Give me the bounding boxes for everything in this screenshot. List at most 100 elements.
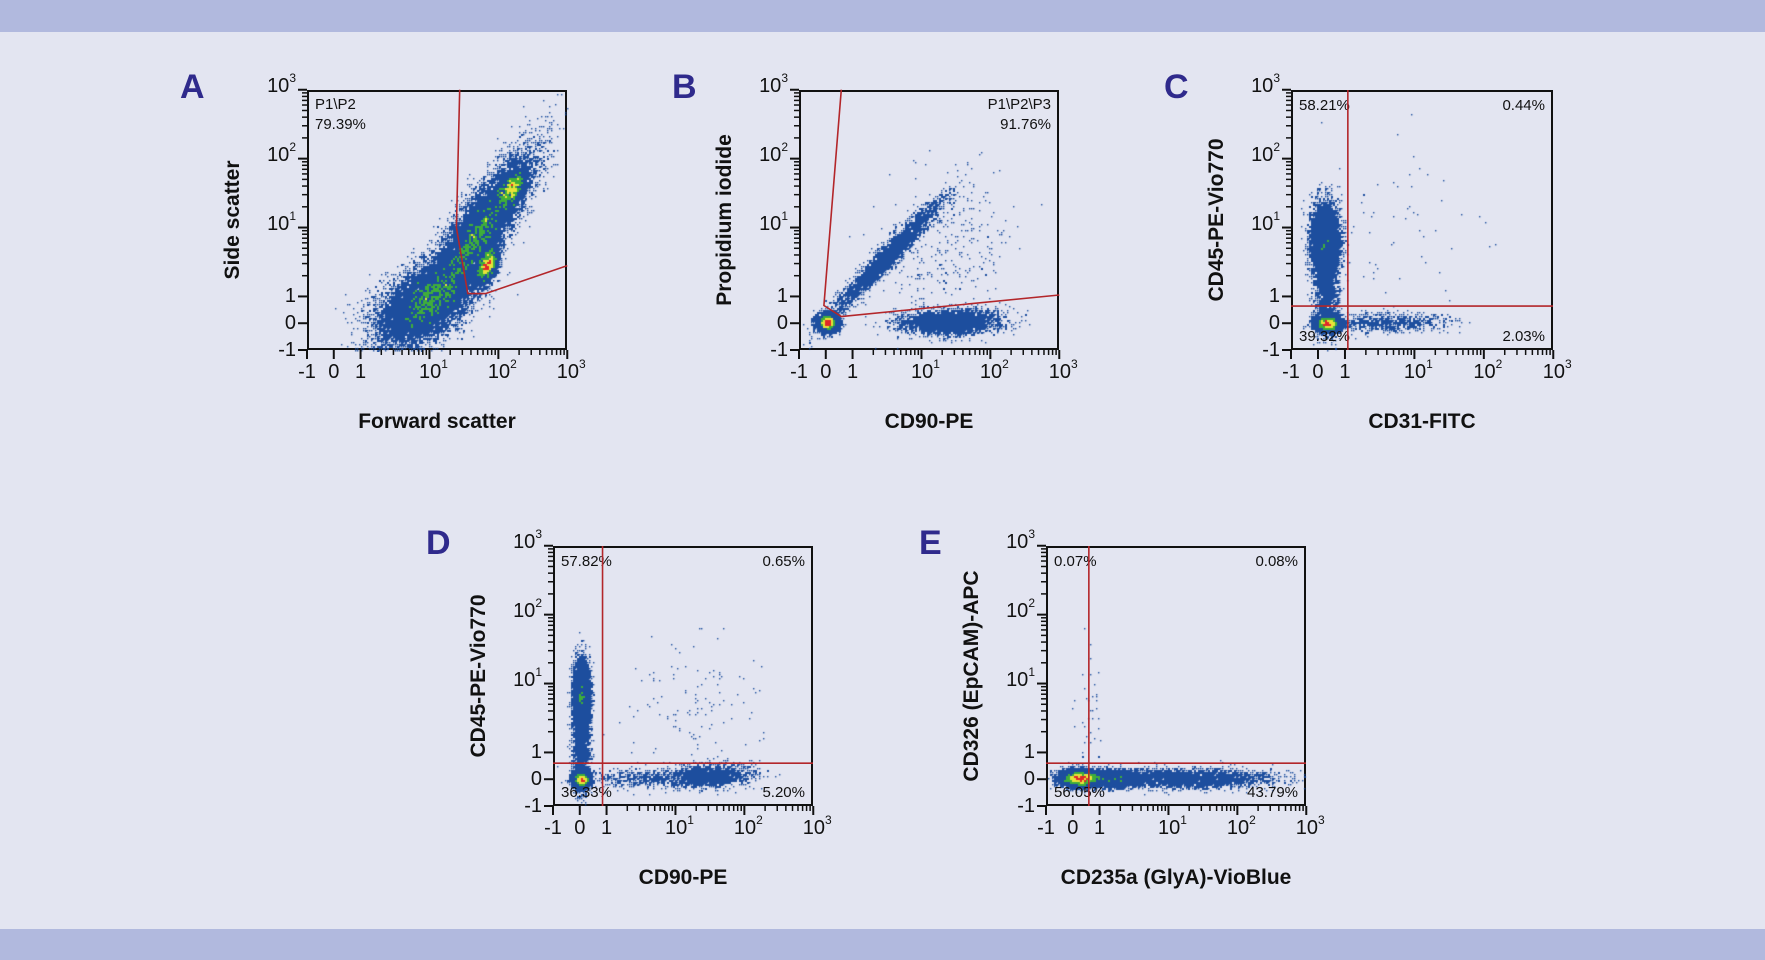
quadrant-label-bottom-right: 5.20% (762, 783, 805, 801)
x-tick-text: 10 (1473, 361, 1496, 383)
x-tick-text: 10 (418, 361, 442, 383)
y-tick-text: 1 (1268, 285, 1280, 308)
y-tick-text: -1 (1017, 795, 1035, 817)
y-tick-text: -1 (1262, 339, 1280, 361)
y-tick-label: 103 (1006, 528, 1035, 552)
y-tick-text: 1 (530, 741, 542, 764)
y-tick-label: 102 (513, 597, 542, 621)
x-tick-label: 103 (557, 358, 586, 382)
panel-letter: E (919, 524, 942, 562)
scatter-density-canvas (309, 92, 569, 352)
x-tick-exponent: 3 (825, 813, 832, 827)
x-tick-label: 102 (1227, 814, 1256, 838)
scatter-density-canvas (1293, 92, 1555, 352)
x-tick-text: -1 (1282, 361, 1300, 383)
quadrant-label-top-right: 0.08% (1255, 553, 1298, 570)
x-tick-label: 103 (1543, 358, 1572, 382)
y-tick-label: 0 (285, 313, 296, 333)
y-tick-label: 101 (513, 666, 542, 691)
x-tick-label: 1 (355, 362, 366, 382)
y-tick-label: -1 (1017, 796, 1035, 816)
bottom-band (0, 929, 1765, 960)
x-tick-exponent: 1 (1426, 357, 1433, 371)
x-tick-text: 10 (1403, 361, 1427, 383)
x-tick-exponent: 3 (1071, 357, 1078, 371)
y-tick-exponent: 2 (535, 595, 542, 610)
x-tick-label: -1 (298, 362, 316, 382)
y-tick-text: 10 (1006, 599, 1029, 622)
x-tick-text: 0 (1067, 817, 1079, 839)
x-tick-label: 101 (911, 358, 940, 382)
x-tick-text: -1 (298, 361, 316, 383)
gate-polygon (823, 89, 1060, 318)
y-tick-exponent: 2 (781, 139, 788, 154)
x-tick-label: 1 (601, 818, 612, 838)
gate-polygon (455, 89, 568, 295)
y-tick-text: 10 (513, 668, 536, 691)
plot-area: 57.82% 0.65% 36.33% 5.20% (553, 546, 815, 808)
x-tick-label: 0 (328, 362, 339, 382)
axes-overlay (790, 88, 1061, 359)
y-tick-exponent: 1 (535, 664, 542, 679)
y-tick-label: 102 (1006, 597, 1035, 622)
y-tick-label: 0 (1269, 313, 1280, 333)
panel-letter: C (1164, 68, 1189, 106)
y-axis-label: Propidium iodide (713, 134, 736, 306)
y-axis-label: Side scatter (221, 160, 244, 280)
axes-overlay (544, 544, 815, 815)
y-tick-text: 0 (776, 312, 788, 335)
x-axis-label: CD235a (GlyA)-VioBlue (1060, 866, 1292, 889)
y-tick-label: 103 (1251, 72, 1280, 97)
y-tick-text: 1 (1023, 741, 1035, 764)
x-tick-text: 10 (1157, 817, 1181, 839)
y-tick-label: 1 (1269, 286, 1280, 306)
x-tick-label: -1 (1282, 362, 1300, 382)
x-tick-label: 101 (1403, 358, 1433, 383)
scatter-density-canvas (555, 548, 815, 808)
gate-percent: 91.76% (1000, 115, 1051, 133)
plot-area: P1\P2\P3 91.76% (799, 90, 1061, 352)
quadrant-label-bottom-left: 39.32% (1299, 327, 1350, 345)
y-tick-text: 10 (267, 212, 290, 235)
x-axis-label: Forward scatter (358, 410, 516, 433)
y-tick-text: 10 (1251, 74, 1274, 97)
gate-label: P1\P2 79.39% (315, 95, 366, 134)
x-tick-label: 0 (820, 362, 831, 382)
plot-area: P1\P2 79.39% (307, 90, 569, 352)
y-tick-text: 10 (267, 74, 290, 97)
x-tick-label: -1 (1037, 818, 1055, 838)
gate-name: P1\P2 (315, 96, 356, 113)
x-tick-text: 10 (802, 817, 826, 839)
y-tick-label: 102 (759, 141, 788, 165)
x-tick-label: 0 (1312, 362, 1323, 382)
y-tick-label: 103 (759, 72, 788, 96)
x-tick-text: -1 (1037, 817, 1055, 839)
y-tick-exponent: 2 (289, 139, 296, 154)
x-tick-exponent: 1 (1180, 813, 1187, 827)
y-tick-label: -1 (1262, 340, 1280, 360)
y-tick-exponent: 1 (781, 208, 788, 223)
y-tick-label: 1 (531, 742, 542, 762)
y-tick-label: -1 (770, 340, 788, 360)
x-tick-label: 102 (1473, 358, 1502, 383)
y-tick-text: 0 (1023, 768, 1035, 791)
y-tick-exponent: 3 (1273, 70, 1280, 85)
y-tick-label: 103 (267, 72, 296, 97)
x-tick-text: 0 (328, 361, 340, 383)
x-tick-exponent: 1 (933, 357, 940, 371)
axes-overlay (1282, 88, 1555, 359)
y-tick-text: 10 (1251, 212, 1274, 235)
x-tick-label: 0 (574, 818, 585, 838)
x-tick-exponent: 2 (1495, 357, 1503, 371)
y-tick-text: 0 (284, 312, 296, 335)
x-tick-label: 101 (418, 358, 448, 383)
quadrant-label-bottom-left: 56.05% (1054, 783, 1105, 801)
x-tick-label: 102 (979, 358, 1009, 383)
x-tick-text: 10 (979, 361, 1003, 383)
x-tick-label: 103 (1049, 358, 1078, 382)
x-tick-text: -1 (544, 817, 562, 839)
quadrant-label-bottom-right: 43.79% (1247, 783, 1298, 801)
y-tick-exponent: 2 (1273, 139, 1280, 154)
x-tick-exponent: 2 (1249, 813, 1256, 827)
x-tick-text: 0 (1312, 361, 1324, 383)
